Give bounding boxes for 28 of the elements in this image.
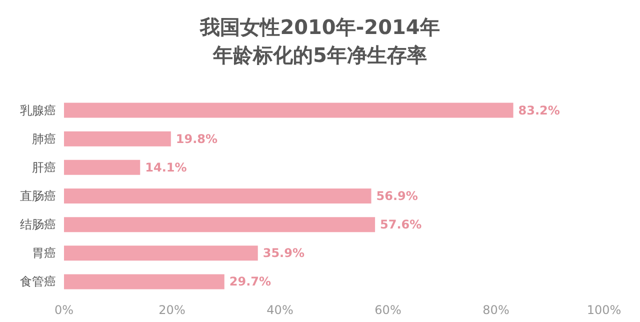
- data-label: 57.6%: [380, 218, 422, 232]
- bar: [64, 160, 140, 175]
- y-tick-label: 肝癌: [32, 160, 56, 174]
- data-label: 29.7%: [229, 274, 272, 289]
- chart-title: 我国女性2010年-2014年年龄标化的5年净生存率: [199, 15, 440, 67]
- bar: [64, 102, 514, 118]
- bar: [64, 274, 224, 290]
- bar: [64, 131, 171, 146]
- data-label: 14.1%: [145, 160, 187, 174]
- bar: [64, 217, 376, 232]
- y-tick-label: 肺癌: [32, 132, 56, 146]
- data-label: 83.2%: [518, 103, 560, 118]
- x-tick-label: 80%: [482, 303, 510, 317]
- y-tick-label: 食管癌: [20, 274, 56, 289]
- x-tick-label: 40%: [266, 303, 294, 317]
- x-tick-label: 20%: [158, 303, 186, 317]
- y-tick-label: 直肠癌: [20, 189, 56, 203]
- y-tick-label: 结肠癌: [20, 218, 56, 232]
- y-tick-label: 胃癌: [32, 246, 56, 260]
- data-label: 56.9%: [376, 189, 418, 203]
- x-tick-label: 100%: [586, 303, 622, 317]
- data-label: 19.8%: [176, 132, 218, 146]
- y-tick-label: 乳腺癌: [20, 103, 56, 118]
- bar: [64, 188, 372, 204]
- data-label: 35.9%: [262, 246, 304, 260]
- bar: [64, 246, 258, 261]
- x-tick-label: 0%: [54, 303, 74, 317]
- x-tick-label: 60%: [374, 303, 402, 317]
